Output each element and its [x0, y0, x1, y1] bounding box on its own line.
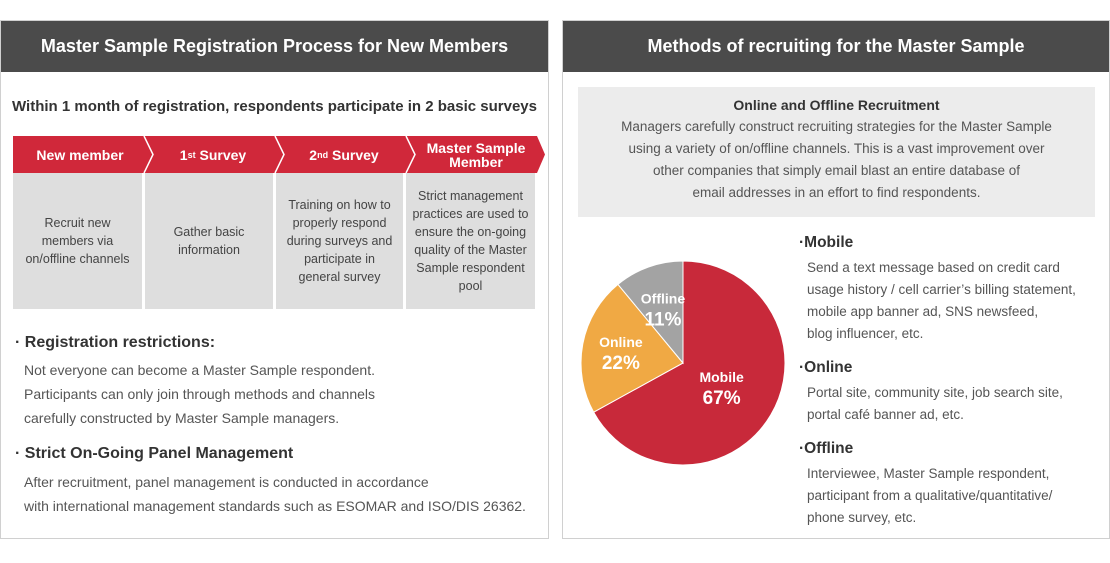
method-offline-body: Interviewee, Master Sample respondent, p… [807, 466, 1053, 525]
method-mobile-body: Send a text message based on credit card… [807, 260, 1076, 341]
restrictions-body: Not everyone can become a Master Sample … [24, 362, 375, 426]
pie-slice-online [580, 283, 684, 413]
pie-slice-offline [617, 260, 684, 365]
recruitment-pie-chart: Mobile 67% Online 22% Offline 11% [580, 260, 786, 466]
step-description-master-sample-member: Strict management practices are used to … [406, 173, 535, 309]
recruitment-summary-title: Online and Offline Recruitment [733, 97, 940, 113]
step-label-new-member: New member [36, 146, 124, 163]
step-description-new-member: Recruit new members via on/offline chann… [13, 173, 142, 309]
step-description-1st-survey: Gather basic information [145, 173, 273, 309]
recruiting-panel-header: Methods of recruiting for the Master Sam… [563, 21, 1109, 72]
method-mobile-title: ·Mobile [799, 234, 854, 251]
process-steps-arrows [13, 136, 545, 173]
pie-slice-mobile [592, 260, 786, 466]
pie-value-mobile: 67% [703, 388, 741, 409]
pie-label-offline: Offline [641, 290, 686, 306]
registration-process-panel: Master Sample Registration Process for N… [0, 20, 549, 539]
method-offline-title: ·Offline [799, 440, 854, 457]
step-description-2nd-survey: Training on how to properly respond duri… [276, 173, 403, 309]
restrictions-title: · Registration restrictions: [15, 334, 216, 351]
step-arrow-2 [144, 136, 284, 173]
management-title: · Strict On-Going Panel Management [15, 445, 294, 462]
registration-subtitle: Within 1 month of registration, responde… [12, 98, 537, 115]
recruitment-summary-text: Managers carefully construct recruiting … [621, 119, 1052, 200]
recruitment-summary-box: Online and Offline Recruitment Managers … [578, 87, 1095, 217]
step-arrow-3 [275, 136, 415, 173]
management-body: After recruitment, panel management is c… [24, 474, 526, 514]
method-online-body: Portal site, community site, job search … [807, 385, 1063, 422]
pie-label-online: Online [599, 334, 643, 350]
step-arrow-4 [406, 136, 545, 173]
pie-value-offline: 11% [644, 309, 681, 330]
method-online-title: ·Online [799, 359, 853, 376]
step-label-master-sample-member: Master Sample Member [426, 139, 526, 170]
registration-panel-header: Master Sample Registration Process for N… [1, 21, 548, 72]
pie-label-mobile: Mobile [699, 369, 744, 385]
pie-value-online: 22% [602, 353, 640, 374]
step-arrow-1 [13, 136, 153, 173]
recruiting-methods-panel: Methods of recruiting for the Master Sam… [562, 20, 1110, 539]
